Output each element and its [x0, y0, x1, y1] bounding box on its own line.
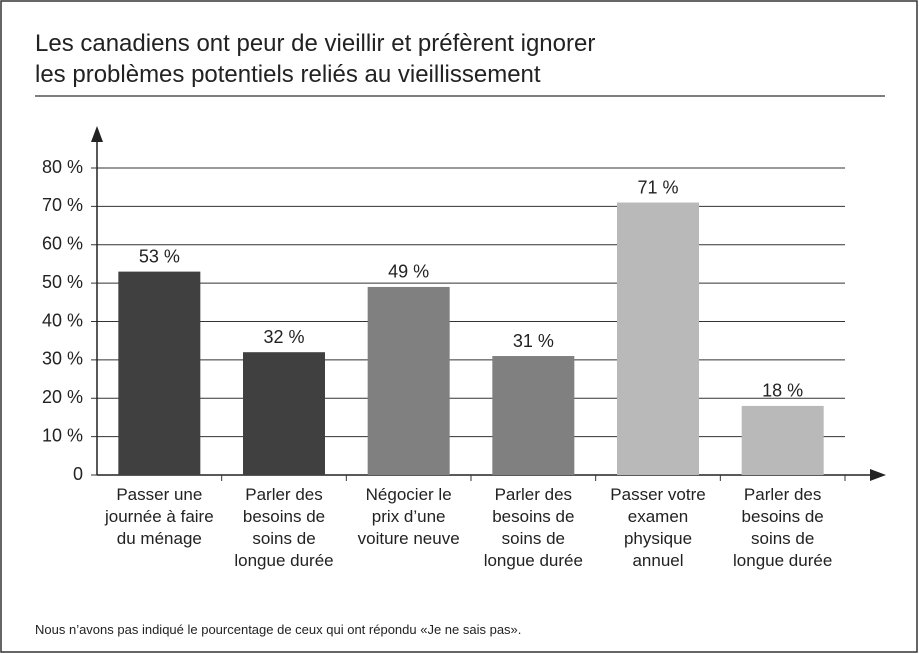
bar [741, 405, 824, 475]
x-tick-label: Passer une journée à faire du ménage [104, 485, 214, 548]
y-tick-label: 60 % [42, 234, 83, 254]
value-label: 53 % [139, 246, 180, 266]
y-tick-label: 20 % [42, 387, 83, 407]
x-tick-label: Parler des besoins de soins de longue du… [733, 485, 833, 570]
value-label: 49 % [388, 262, 429, 282]
value-label: 32 % [263, 327, 304, 347]
y-tick-label: 40 % [42, 310, 83, 330]
x-tick-label: Parler des besoins de soins de longue du… [234, 485, 334, 570]
value-label: 31 % [513, 331, 554, 351]
x-tick-label: Parler des besoins de soins de longue du… [483, 485, 583, 570]
bar [367, 286, 450, 475]
bar [492, 356, 575, 475]
x-arrow [870, 469, 886, 481]
y-tick-label: 80 % [42, 157, 83, 177]
footnote: Nous n’avons pas indiqué le pourcentage … [35, 622, 522, 637]
y-arrow [91, 126, 103, 142]
y-tick-label: 30 % [42, 349, 83, 369]
x-tick-label: Passer votre examen physique annuel [610, 485, 706, 570]
y-tick-label: 50 % [42, 272, 83, 292]
x-tick-label: Négocier le prix d’une voiture neuve [357, 485, 460, 548]
y-tick-label: 70 % [42, 195, 83, 215]
y-tick-label: 10 % [42, 425, 83, 445]
value-label: 71 % [637, 177, 678, 197]
bar [617, 202, 699, 475]
bar [118, 271, 201, 475]
bar [243, 352, 325, 475]
y-tick-label: 0 [73, 464, 83, 484]
chart-title: Les canadiens ont peur de vieillir et pr… [35, 30, 596, 88]
value-label: 18 % [762, 381, 803, 401]
